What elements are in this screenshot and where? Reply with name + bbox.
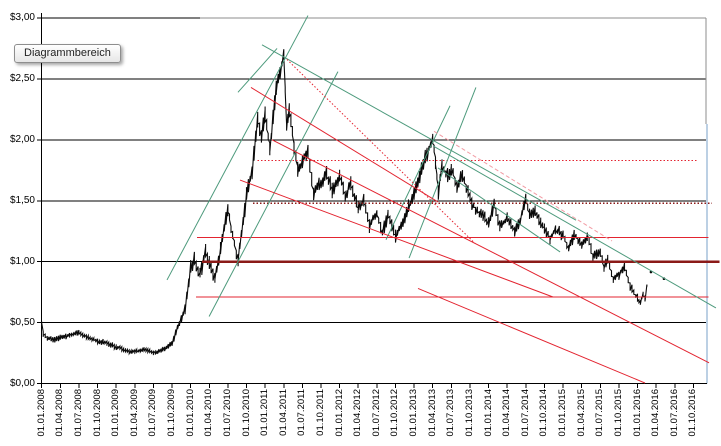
x-axis-label: 01.01.2011	[259, 389, 271, 436]
trendline-descent-from-2011-peak[interactable]	[261, 44, 577, 221]
tooltip-label: Diagrammbereich	[24, 47, 111, 59]
x-axis-label: 01.07.2009	[147, 389, 159, 437]
chart-area-tooltip: Diagrammbereich	[14, 44, 121, 63]
x-axis-label: 01.04.2014	[501, 389, 513, 437]
trendline-red-descent-mid[interactable]	[239, 179, 554, 298]
trendline-ascending-channel-2010-left[interactable]	[166, 15, 309, 281]
y-axis-label: $0,00	[9, 377, 35, 389]
y-axis-label: $2,50	[9, 72, 35, 84]
x-axis-label: 01.10.2011	[315, 389, 326, 436]
trendline-dashed-descent-from-2013-peak[interactable]	[433, 130, 613, 242]
x-axis-label: 01.10.2009	[166, 389, 178, 437]
x-axis-label: 01.04.2010	[203, 389, 215, 437]
trendline-red-descent-long[interactable]	[271, 139, 710, 364]
x-axis-label: 01.04.2013	[426, 389, 438, 437]
x-axis-label: 01.07.2016	[668, 389, 680, 437]
trendline-red-descent-lower[interactable]	[417, 288, 646, 384]
x-axis-label: 01.07.2013	[445, 389, 457, 437]
x-axis-label: 01.10.2015	[612, 389, 624, 437]
y-axis-label: $1,00	[9, 255, 35, 267]
y-axis-label: $0,50	[9, 316, 35, 328]
x-axis-label: 01.04.2012	[352, 389, 364, 437]
x-axis-label: 01.07.2012	[370, 389, 382, 437]
trendline-red-descent-upper[interactable]	[250, 87, 439, 203]
x-axis-label: 01.07.2010	[221, 389, 233, 437]
x-axis-label: 01.01.2015	[557, 389, 569, 437]
x-axis-label: 01.07.2008	[72, 389, 84, 437]
trendline-dotted-descent-from-2011-peak[interactable]	[286, 59, 476, 244]
x-axis-label: 01.01.2008	[35, 389, 47, 437]
x-axis-label: 01.04.2016	[650, 389, 662, 437]
x-axis-label: 01.01.2016	[631, 389, 643, 437]
x-axis-label: 01.10.2008	[91, 389, 103, 437]
y-axis-label: $1,50	[9, 194, 35, 206]
y-axis-label: $3,00	[9, 12, 35, 23]
price-series[interactable]	[41, 49, 648, 356]
x-axis-label: 01.10.2013	[463, 389, 475, 437]
trendline-descent-2013-parallel[interactable]	[437, 167, 561, 253]
x-axis-label: 01.07.2015	[594, 389, 606, 437]
x-axis-label: 01.01.2014	[482, 389, 494, 437]
x-axis-label: 01.10.2010	[240, 389, 252, 437]
trendline-short-rise-into-2011-peak[interactable]	[237, 48, 278, 93]
trendline-ascending-channel-2010-right[interactable]	[208, 71, 339, 317]
trendline-ascending-channel-2013-right[interactable]	[408, 87, 477, 259]
x-axis-label: 01.01.2012	[333, 389, 345, 437]
x-axis-label: 01.07.2011	[296, 389, 308, 436]
x-axis-label: 01.10.2014	[538, 389, 550, 437]
x-axis-label: 01.01.2013	[408, 389, 420, 437]
x-axis-label: 01.07.2014	[519, 389, 531, 437]
x-axis-label: 01.01.2009	[110, 389, 122, 437]
trendline-ascending-channel-2013-left[interactable]	[385, 105, 451, 240]
x-axis-label: 01.04.2015	[575, 389, 587, 437]
x-axis-label: 01.04.2009	[128, 389, 140, 437]
x-axis-label: 01.04.2008	[54, 389, 66, 437]
x-axis-label: 01.04.2011	[277, 389, 289, 436]
x-axis-label: 01.10.2012	[389, 389, 401, 437]
x-axis-label: 01.01.2010	[184, 389, 196, 437]
y-axis-label: $2,00	[9, 133, 35, 145]
x-axis-label: 01.10.2016	[687, 389, 699, 437]
trendline-descent-from-2013-peak[interactable]	[432, 145, 717, 309]
